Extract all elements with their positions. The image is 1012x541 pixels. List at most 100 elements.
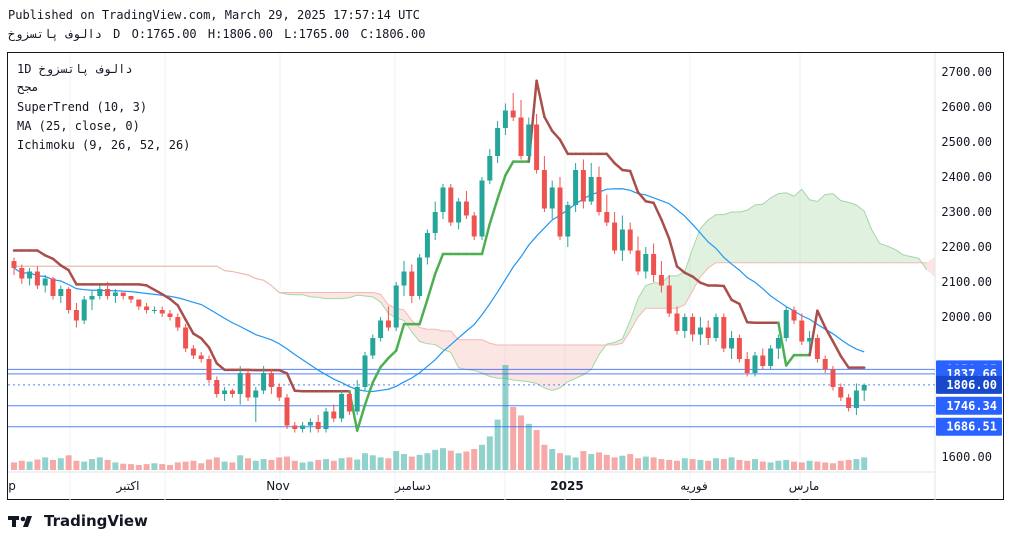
volume-bar <box>315 459 322 470</box>
supertrend-segment <box>145 284 156 292</box>
candle <box>198 352 204 363</box>
candle-body <box>456 201 462 223</box>
close-value: C:1806.00 <box>360 27 426 41</box>
legend-ichimoku[interactable]: Ichimoku (9, 26, 52, 26) <box>17 138 191 152</box>
x-axis: p اکتبر Nov دسامبر 2025 فوریه مارس <box>8 479 819 494</box>
x-tick-label: مارس <box>789 479 820 494</box>
volume-bar <box>744 460 751 470</box>
volume-bar <box>65 455 72 470</box>
candle <box>861 383 867 401</box>
cloud-segment <box>404 310 412 332</box>
candle <box>424 229 430 265</box>
volume-bar <box>666 459 673 470</box>
candle <box>73 303 79 328</box>
ohlc-line: دالوف پاتسزوخ D O:1765.00 H:1806.00 L:17… <box>8 27 429 41</box>
cloud-segment <box>794 189 802 263</box>
candle-body <box>783 310 789 338</box>
candle <box>479 177 485 240</box>
candle <box>635 236 641 275</box>
volume-bar <box>167 464 173 470</box>
candle-body <box>682 317 688 331</box>
supertrend-segment <box>644 200 655 205</box>
candle <box>323 408 329 433</box>
volume-bar <box>174 462 181 470</box>
y-axis: 2700.00 2600.00 2500.00 2400.00 2300.00 2200.… <box>941 65 992 464</box>
cloud-segment <box>294 292 303 295</box>
candle-body <box>479 180 485 237</box>
cloud-segment <box>825 193 833 263</box>
candle-body <box>588 177 594 202</box>
x-tick-label: فوریه <box>680 479 708 494</box>
volume-bar <box>182 461 189 470</box>
candle <box>456 198 462 230</box>
candle-body <box>495 128 501 156</box>
volume-bar <box>362 453 368 470</box>
cloud-segment <box>856 205 865 263</box>
candle <box>690 313 696 342</box>
candle <box>175 313 181 331</box>
supertrend-segment <box>160 292 172 301</box>
candle <box>11 257 17 275</box>
legend-supertrend[interactable]: SuperTrend (10, 3) <box>17 100 148 114</box>
volume-bar <box>720 459 727 470</box>
candle-body <box>557 187 563 237</box>
candle <box>432 201 438 240</box>
volume-bar <box>151 463 158 470</box>
volume-bar <box>354 459 361 470</box>
cloud-segment <box>630 298 638 331</box>
volume-bar <box>767 462 774 470</box>
cloud-segment <box>684 248 693 305</box>
volume-bar <box>50 459 56 470</box>
volume-bar <box>759 461 766 470</box>
candle <box>682 313 688 338</box>
candle <box>292 422 298 433</box>
volume-bar <box>307 461 314 470</box>
volume-bar <box>42 457 49 470</box>
legend-ma[interactable]: MA (25, close, 0) <box>17 119 140 133</box>
cloud-segment <box>723 212 732 263</box>
volume-bar <box>658 459 665 470</box>
supertrend-segment <box>137 283 148 287</box>
supertrend-segment <box>745 321 757 325</box>
price-label-box <box>936 417 1002 436</box>
volume-bar <box>588 454 595 470</box>
candle-body <box>323 411 329 429</box>
candle <box>822 355 828 373</box>
candle-body <box>627 229 633 251</box>
candle-body <box>713 317 719 338</box>
volume-bar <box>674 460 680 470</box>
candle <box>736 334 742 363</box>
candle <box>651 243 657 282</box>
supertrend-segment <box>816 309 827 329</box>
interval-letter: D <box>113 27 121 41</box>
cloud-segment <box>809 199 818 263</box>
volume-bar <box>432 449 439 470</box>
volume-bar <box>502 365 509 470</box>
candle <box>159 306 165 317</box>
candle <box>339 390 345 422</box>
supertrend-segment <box>621 168 632 173</box>
volume-bar <box>291 460 298 470</box>
candle-body <box>814 338 820 359</box>
volume-bar <box>213 457 220 470</box>
candle <box>487 149 493 184</box>
supertrend-segment <box>714 284 726 288</box>
supertrend-segment <box>285 372 297 393</box>
candle-body <box>549 187 555 209</box>
cloud-segment <box>326 292 334 299</box>
candle-body <box>167 313 173 317</box>
volume-bar <box>814 461 821 470</box>
candle <box>144 303 150 314</box>
candle <box>565 201 571 247</box>
candle <box>89 290 95 310</box>
candle-body <box>27 271 33 279</box>
candle-body <box>151 310 157 311</box>
candle-body <box>11 261 17 268</box>
candle-body <box>393 285 399 328</box>
cloud-segment <box>435 329 443 350</box>
candle-body <box>385 320 391 328</box>
candle <box>409 264 415 303</box>
candle <box>222 387 228 401</box>
